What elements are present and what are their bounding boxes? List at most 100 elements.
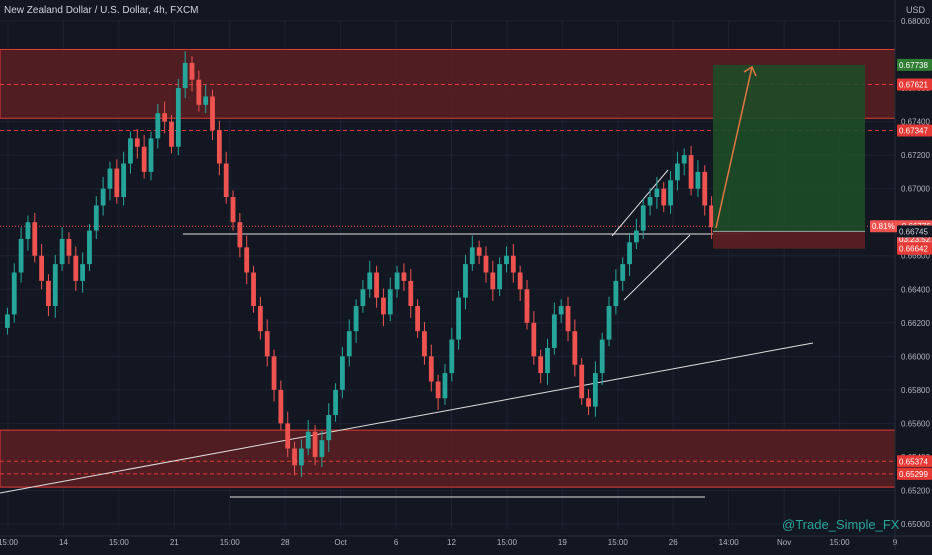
candle-body [627, 242, 632, 265]
candle-body [32, 222, 38, 256]
candle-body [5, 314, 10, 328]
x-tick-label: 15:00 [0, 538, 19, 547]
candle-body [18, 238, 24, 273]
stop-zone [713, 231, 865, 249]
candle-body [251, 272, 256, 307]
candle-body [340, 356, 345, 390]
candle-body [134, 138, 140, 147]
candle-body [387, 289, 393, 315]
candle-body [93, 205, 99, 231]
candle-body [422, 331, 427, 357]
candle-body [497, 264, 503, 290]
candle-body [52, 264, 58, 307]
candle-body [189, 62, 195, 80]
candle-body [39, 255, 44, 281]
candle-body [688, 155, 694, 189]
candle-body [353, 306, 359, 332]
candle-body [524, 289, 530, 323]
candle-body [592, 373, 598, 407]
candle-body [155, 113, 161, 139]
candles [5, 51, 714, 478]
candle-body [463, 264, 468, 298]
y-tick-label: 0.66400 [901, 285, 930, 294]
candle-body [490, 272, 496, 290]
candle-body [654, 188, 660, 198]
candle-body [675, 163, 680, 181]
candle-body [271, 356, 277, 390]
y-tick-label: 0.67200 [901, 151, 930, 160]
drawings [0, 169, 895, 498]
price-label-bg [897, 58, 932, 71]
x-tick-label: 15:00 [608, 538, 629, 547]
candle-body [210, 96, 215, 130]
candle-body [216, 129, 222, 164]
candle-body [681, 155, 687, 164]
y-tick-label: 0.66000 [901, 352, 930, 361]
candle-body [606, 306, 612, 340]
price-label-bg [897, 225, 932, 238]
arrow-head [743, 65, 757, 77]
candle-body [517, 272, 523, 290]
price-label-bg [897, 455, 932, 468]
x-tick-label: 15:00 [830, 538, 851, 547]
candle-body [148, 138, 154, 172]
candle-body [545, 347, 550, 374]
target-zone [713, 64, 865, 232]
candle-body [141, 146, 147, 172]
candle-body [551, 314, 557, 348]
y-tick-label: 0.65200 [901, 486, 930, 495]
candle-body [702, 171, 708, 206]
candle-body [695, 171, 701, 189]
price-label-bg [897, 242, 932, 255]
candle-body [66, 238, 72, 256]
candle-body [244, 247, 250, 273]
candle-body [73, 255, 79, 281]
channel-lower-line [623, 234, 691, 301]
price-label: 0.65374 [899, 457, 928, 466]
channel-upper-line [611, 169, 669, 237]
candle-body [121, 163, 127, 198]
candle-body [346, 331, 352, 357]
candle-body [298, 448, 304, 466]
candle-body [504, 255, 509, 265]
price-label: 0.66745 [899, 227, 928, 236]
candle-body [25, 222, 31, 239]
candle-body [586, 398, 591, 407]
y-tick-label: 0.66600 [901, 252, 930, 261]
candle-body [579, 364, 585, 399]
x-tick-label: 15:00 [109, 538, 130, 547]
candle-body [326, 415, 332, 441]
candle-body [381, 297, 386, 315]
x-tick-label: Nov [777, 538, 791, 547]
candle-body [565, 306, 571, 332]
candle-body [292, 448, 297, 466]
candle-body [668, 180, 673, 206]
candle-body [483, 255, 489, 273]
candle-body [305, 431, 311, 449]
chart-title: New Zealand Dollar / U.S. Dollar, 4h, FX… [4, 5, 199, 16]
x-tick-label: 19 [558, 538, 567, 547]
candle-body [319, 440, 325, 457]
x-tick-label: 15:00 [497, 538, 518, 547]
candle-body [285, 423, 291, 449]
y-tick-label: 0.68000 [901, 17, 930, 26]
candle-body [100, 188, 106, 206]
candle-body [257, 306, 263, 332]
price-label-bg [897, 78, 932, 91]
x-tick-label: 6 [394, 538, 399, 547]
candle-body [633, 230, 639, 243]
candle-body [196, 79, 202, 105]
x-tick-label: 21 [170, 538, 179, 547]
projection-arrow [715, 66, 753, 229]
candle-body [128, 138, 133, 164]
support-zone [0, 429, 896, 488]
candle-body [46, 280, 51, 307]
y-tick-label: 0.65800 [901, 386, 930, 395]
candle-body [572, 331, 578, 365]
price-label: 0.65299 [899, 470, 928, 479]
candle-body [428, 356, 434, 382]
candle-body [647, 197, 653, 206]
